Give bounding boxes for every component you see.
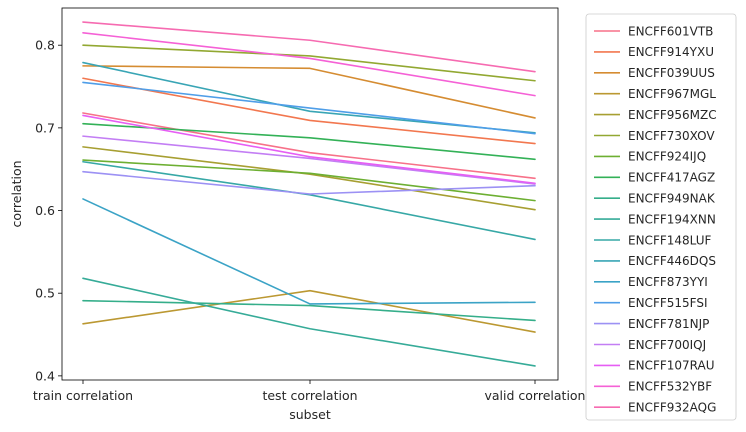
legend-label: ENCFF700IQJ bbox=[628, 338, 706, 352]
series-line-encff914yxu bbox=[82, 77, 536, 145]
legend-label: ENCFF532YBF bbox=[628, 380, 712, 394]
y-axis: 0.4 0.5 0.6 0.7 0.8 bbox=[35, 38, 62, 383]
series-line-encff148luf bbox=[82, 160, 536, 241]
plot-area bbox=[61, 7, 559, 381]
series-layer bbox=[82, 21, 536, 367]
series-line-encff924ijq bbox=[82, 159, 536, 202]
series-line-encff956mzc bbox=[82, 146, 536, 211]
series-line-encff730xov bbox=[82, 44, 536, 82]
series-line-encff700iqj bbox=[82, 135, 536, 185]
series-line-encff601vtb bbox=[82, 112, 536, 180]
series-line-encff781njp bbox=[82, 170, 536, 195]
x-axis-label: subset bbox=[289, 407, 331, 422]
legend: ENCFF601VTB ENCFF914YXU ENCFF039UUS ENCFF96… bbox=[585, 13, 737, 421]
legend-label: ENCFF914YXU bbox=[628, 45, 714, 59]
legend-label: ENCFF107RAU bbox=[628, 359, 715, 373]
legend-label: ENCFF148LUF bbox=[628, 233, 712, 247]
x-axis: train correlation test correlation valid c… bbox=[33, 380, 586, 403]
series-line-encff873yyi bbox=[82, 198, 536, 305]
y-tick-label: 0.5 bbox=[35, 286, 55, 301]
legend-label: ENCFF730XOV bbox=[628, 129, 715, 143]
legend-label: ENCFF601VTB bbox=[628, 24, 713, 38]
legend-label: ENCFF956MZC bbox=[628, 108, 717, 122]
legend-label: ENCFF446DQS bbox=[628, 254, 716, 268]
legend-label: ENCFF932AQG bbox=[628, 401, 716, 415]
series-line-encff932aqg bbox=[82, 21, 536, 73]
legend-label: ENCFF515FSI bbox=[628, 296, 708, 310]
legend-label: ENCFF039UUS bbox=[628, 66, 715, 80]
y-tick-label: 0.8 bbox=[35, 38, 55, 53]
y-tick-label: 0.6 bbox=[35, 203, 55, 218]
series-line-encff107rau bbox=[82, 114, 536, 185]
legend-frame bbox=[585, 13, 737, 421]
x-tick-label: valid correlation bbox=[485, 388, 586, 403]
legend-label: ENCFF194XNN bbox=[628, 212, 716, 226]
series-line-encff194xnn bbox=[82, 277, 536, 367]
legend-label: ENCFF949NAK bbox=[628, 192, 716, 206]
y-axis-label: correlation bbox=[9, 160, 24, 227]
legend-label: ENCFF924IJQ bbox=[628, 150, 706, 164]
series-line-encff515fsi bbox=[82, 81, 536, 135]
series-line-encff967mgl bbox=[82, 289, 536, 333]
legend-label: ENCFF417AGZ bbox=[628, 171, 715, 185]
legend-label: ENCFF781NJP bbox=[628, 317, 709, 331]
series-line-encff949nak bbox=[82, 299, 536, 322]
y-tick-label: 0.7 bbox=[35, 120, 55, 135]
series-line-encff532ybf bbox=[82, 31, 536, 97]
legend-label: ENCFF873YYI bbox=[628, 275, 708, 289]
series-line-encff417agz bbox=[82, 122, 536, 161]
series-line-encff039uus bbox=[82, 65, 536, 119]
legend-label: ENCFF967MGL bbox=[628, 87, 716, 101]
x-tick-label: train correlation bbox=[33, 388, 133, 403]
x-tick-label: test correlation bbox=[262, 388, 357, 403]
y-tick-label: 0.4 bbox=[35, 368, 55, 383]
